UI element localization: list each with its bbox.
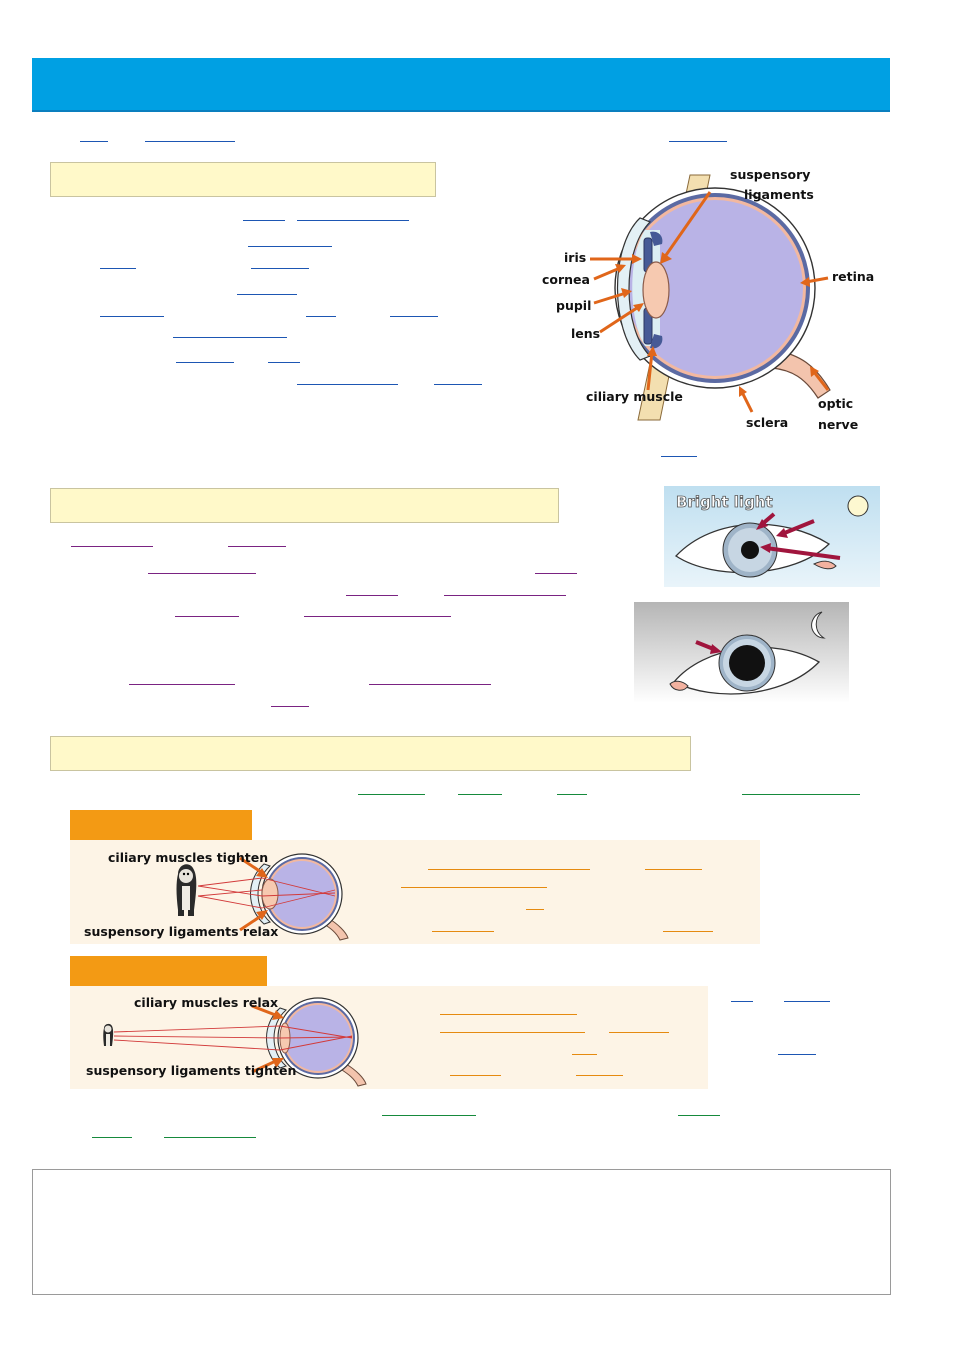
label-iris: iris [564,250,587,265]
blank[interactable] [678,1115,720,1116]
near-focus-diagram [176,853,349,941]
blank[interactable] [100,268,136,269]
near-ligament-label: suspensory ligaments relax [84,924,279,939]
blank[interactable] [228,546,286,547]
blank[interactable] [401,887,547,888]
blank[interactable] [369,684,491,685]
label-ciliary-muscle: ciliary muscle [586,389,683,404]
label-suspensory: suspensory [730,167,811,182]
section-heading-iris-reflex [50,488,559,523]
blank[interactable] [557,794,587,795]
blank[interactable] [145,141,235,142]
label-sclera: sclera [746,415,789,430]
blank[interactable] [784,1001,830,1002]
dog-near [176,864,197,916]
blank[interactable] [669,141,727,142]
blank[interactable] [663,931,713,932]
blank[interactable] [304,616,451,617]
blank[interactable] [440,1032,585,1033]
title-banner [32,58,890,112]
blank[interactable] [526,909,544,910]
label-optic-nerve: optic nerve [818,393,858,435]
notes-box [32,1169,891,1295]
blank[interactable] [742,794,860,795]
section-heading-eye-structure [50,162,436,197]
blank[interactable] [173,337,287,338]
near-focus-tab [70,810,252,840]
blank[interactable] [176,362,234,363]
blank[interactable] [576,1075,623,1076]
blank[interactable] [100,316,164,317]
blank[interactable] [268,362,300,363]
near-ciliary-label: ciliary muscles tighten [108,850,269,865]
section-heading-focusing [50,736,691,771]
label-retina: retina [832,269,875,284]
eye-diagram [590,174,831,421]
blank[interactable] [271,706,309,707]
blank[interactable] [243,220,285,221]
blank[interactable] [440,1014,577,1015]
blank[interactable] [358,794,425,795]
blank[interactable] [251,268,309,269]
label-ligaments: ligaments [744,187,814,202]
blank[interactable] [297,384,398,385]
blank[interactable] [175,616,239,617]
far-focus-diagram [103,997,367,1087]
blank[interactable] [80,141,108,142]
blank[interactable] [434,384,482,385]
label-optic: optic [818,396,854,411]
dog-far [103,1023,114,1046]
blank[interactable] [92,1137,132,1138]
blank[interactable] [535,573,577,574]
blank[interactable] [248,246,332,247]
blank[interactable] [237,294,297,295]
blank[interactable] [71,546,153,547]
bright-light-eye-image [664,486,880,587]
blank[interactable] [444,595,566,596]
blank[interactable] [129,684,235,685]
dim-light-eye-image [634,602,849,703]
blank[interactable] [572,1054,597,1055]
blank[interactable] [778,1054,816,1055]
far-ligament-label: suspensory ligaments tighten [86,1063,297,1078]
blank[interactable] [609,1032,669,1033]
far-focus-tab [70,956,267,986]
blank[interactable] [661,456,697,457]
label-pupil: pupil [556,298,592,313]
label-cornea: cornea [542,272,590,287]
far-focus-panel [70,986,708,1089]
blank[interactable] [346,595,398,596]
blank[interactable] [450,1075,501,1076]
blank[interactable] [458,794,502,795]
label-suspensory-ligaments: suspensory ligaments [730,165,814,205]
blank[interactable] [645,869,702,870]
blank[interactable] [148,573,256,574]
blank[interactable] [731,1001,753,1002]
blank[interactable] [297,220,409,221]
blank[interactable] [390,316,438,317]
far-ciliary-label: ciliary muscles relax [134,995,279,1010]
bright-light-label: Bright light [676,493,773,512]
blank[interactable] [306,316,336,317]
label-lens: lens [571,326,601,341]
blank[interactable] [432,931,494,932]
blank[interactable] [428,869,590,870]
blank[interactable] [382,1115,476,1116]
label-nerve: nerve [818,417,859,432]
blank[interactable] [164,1137,256,1138]
